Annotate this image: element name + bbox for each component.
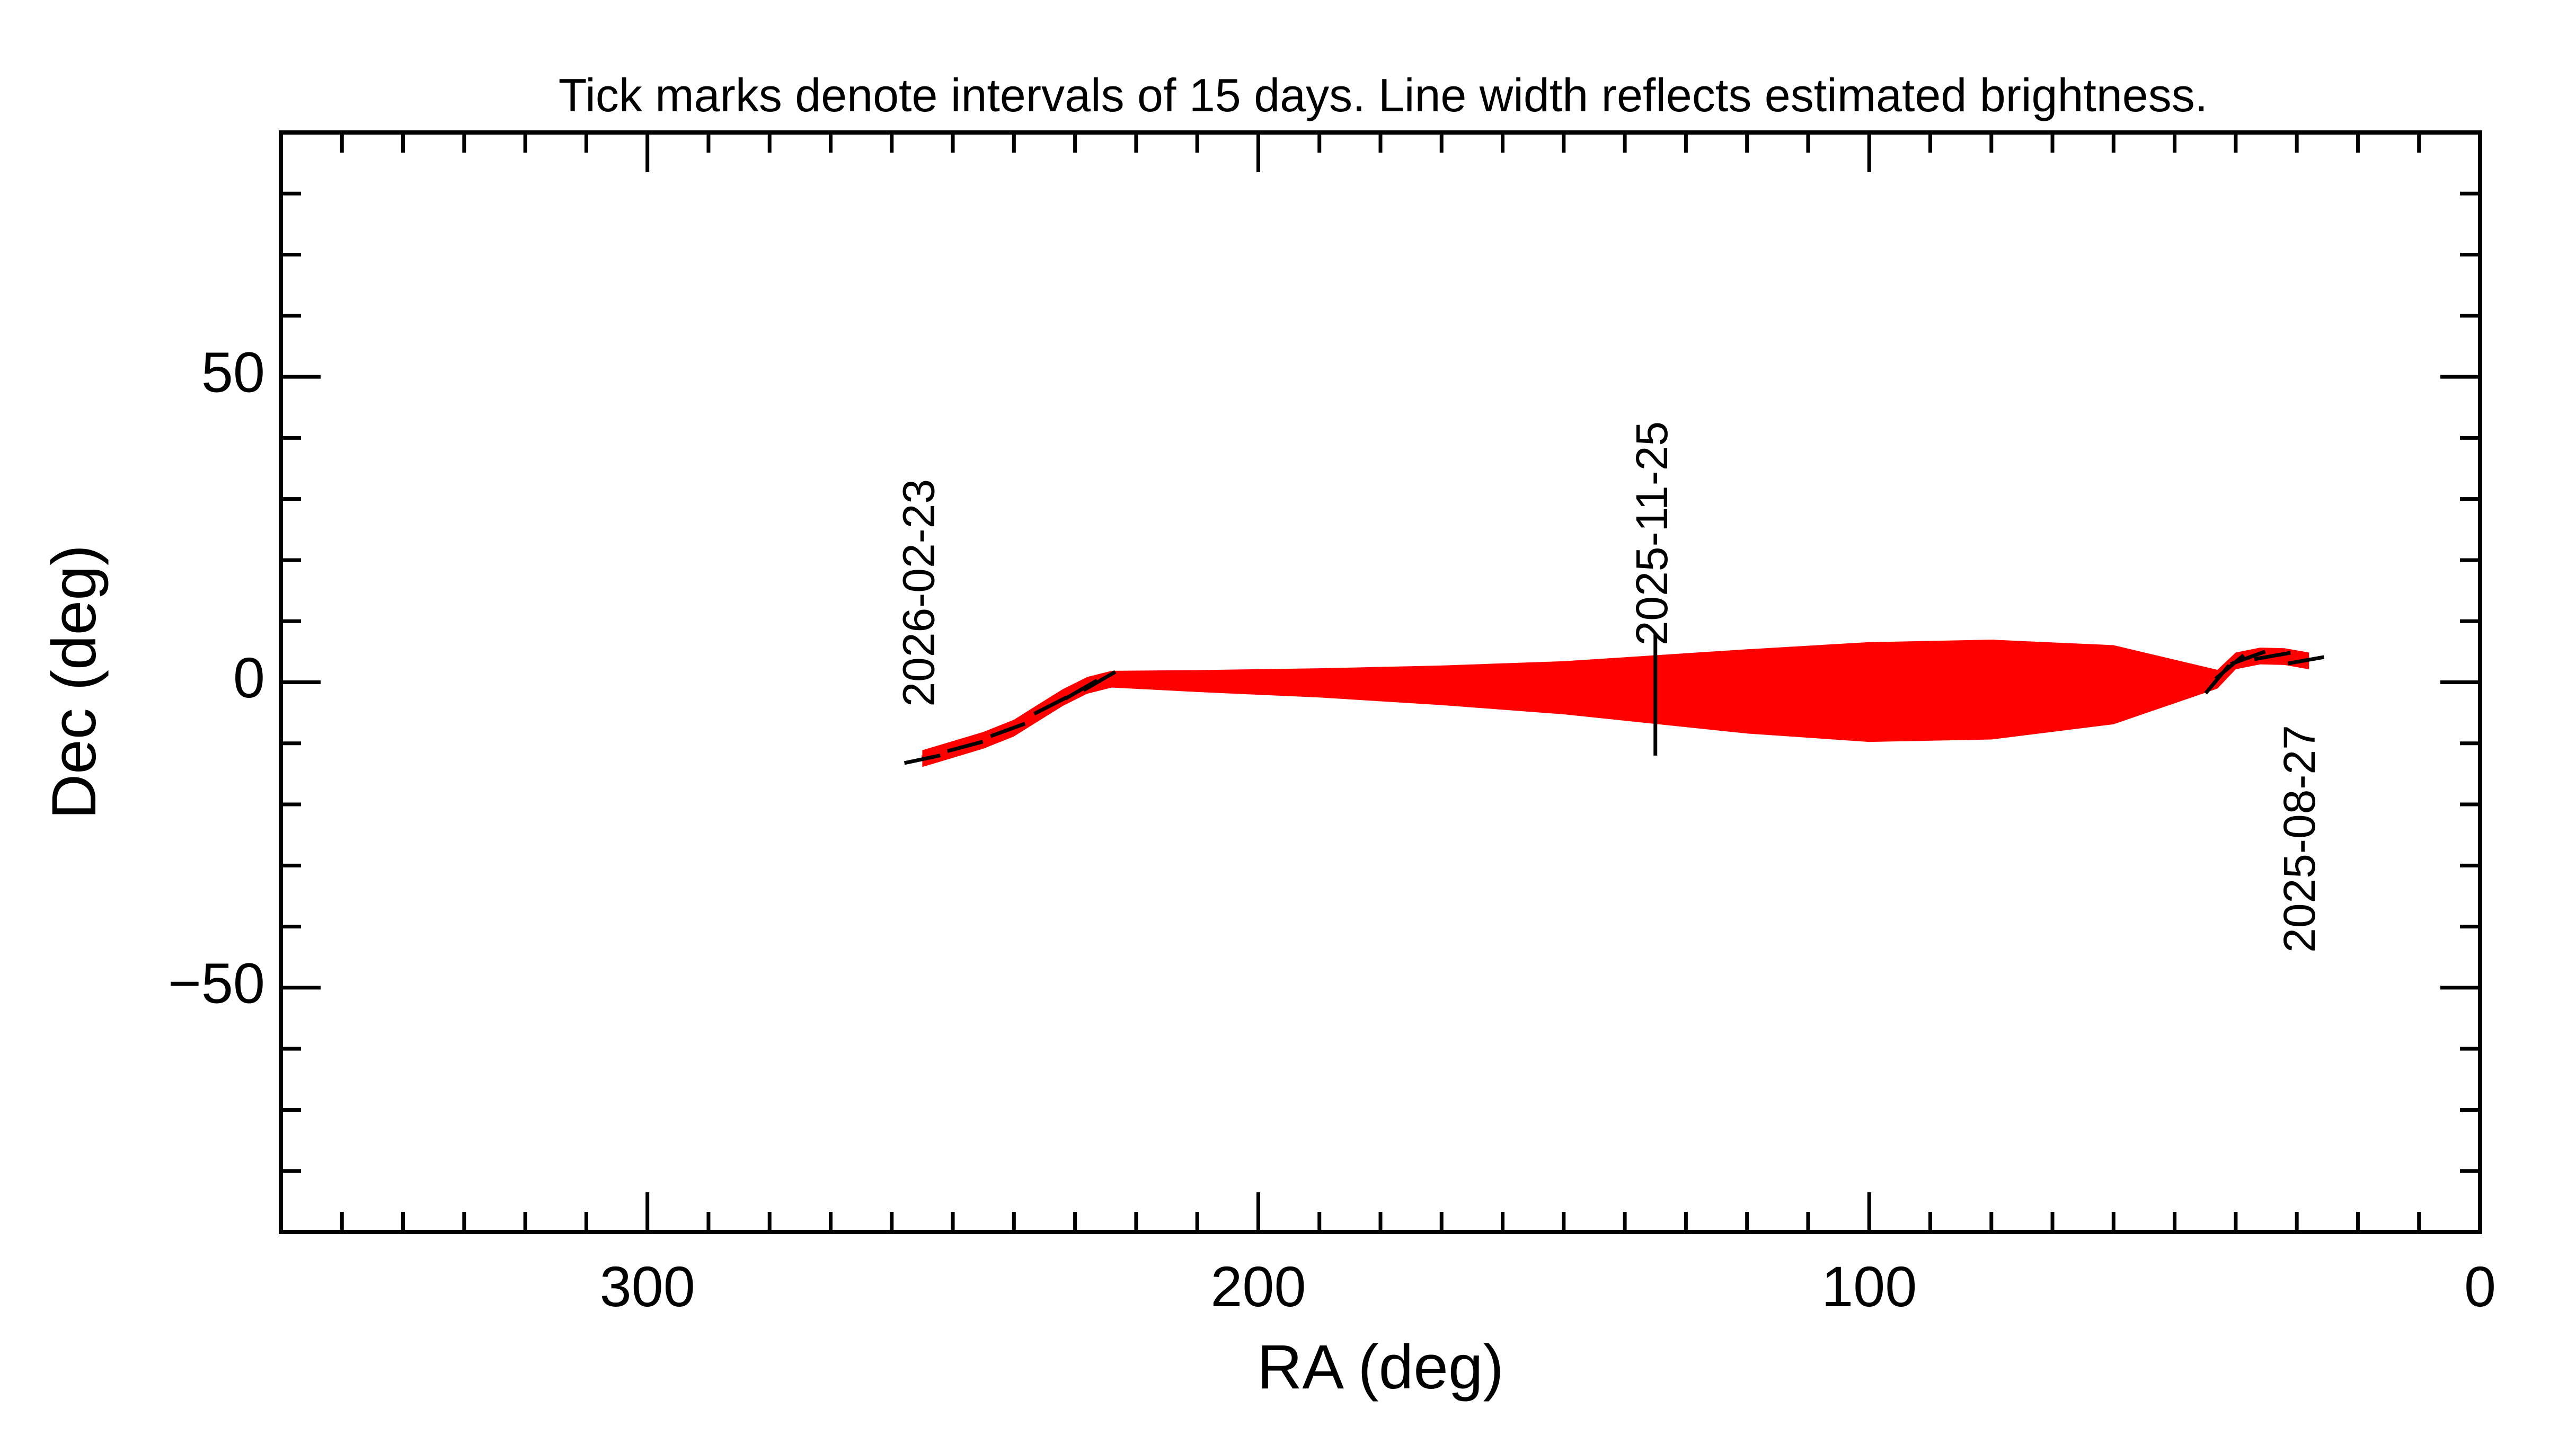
- x-tick-label: 200: [1210, 1254, 1306, 1318]
- date-tick: [904, 754, 941, 765]
- y-tick-label: −50: [168, 951, 265, 1015]
- date-tick: [1033, 695, 1068, 716]
- x-axis-label: RA (deg): [1257, 1332, 1504, 1402]
- x-tick-label: 100: [1821, 1254, 1917, 1318]
- y-tick-label: 50: [201, 340, 265, 404]
- tick-labels: 300 200 100 0 50 0 −50: [168, 340, 2496, 1318]
- date-label: 2025-08-27: [2274, 725, 2324, 953]
- date-tick: [2287, 655, 2325, 666]
- x-tick-label: 300: [600, 1254, 695, 1318]
- x-tick-label: 0: [2464, 1254, 2496, 1318]
- data-layer: 2025-08-27 2025-11-25 2026-02-23: [894, 421, 2325, 953]
- date-label: 2025-11-25: [1627, 421, 1677, 645]
- y-axis-label: Dec (deg): [39, 545, 109, 819]
- plot-frame: [279, 130, 2482, 1234]
- date-tick: [990, 722, 1026, 738]
- date-label: 2026-02-23: [894, 479, 944, 707]
- date-tick: [2204, 663, 2231, 695]
- date-tick: [1064, 679, 1098, 701]
- date-tick: [2254, 651, 2291, 661]
- y-tick-label: 0: [233, 645, 265, 710]
- chart-title: Tick marks denote intervals of 15 days. …: [559, 69, 2208, 121]
- axis-ticks: [281, 132, 2480, 1232]
- date-tick: [946, 740, 984, 753]
- track-band: [922, 640, 2309, 767]
